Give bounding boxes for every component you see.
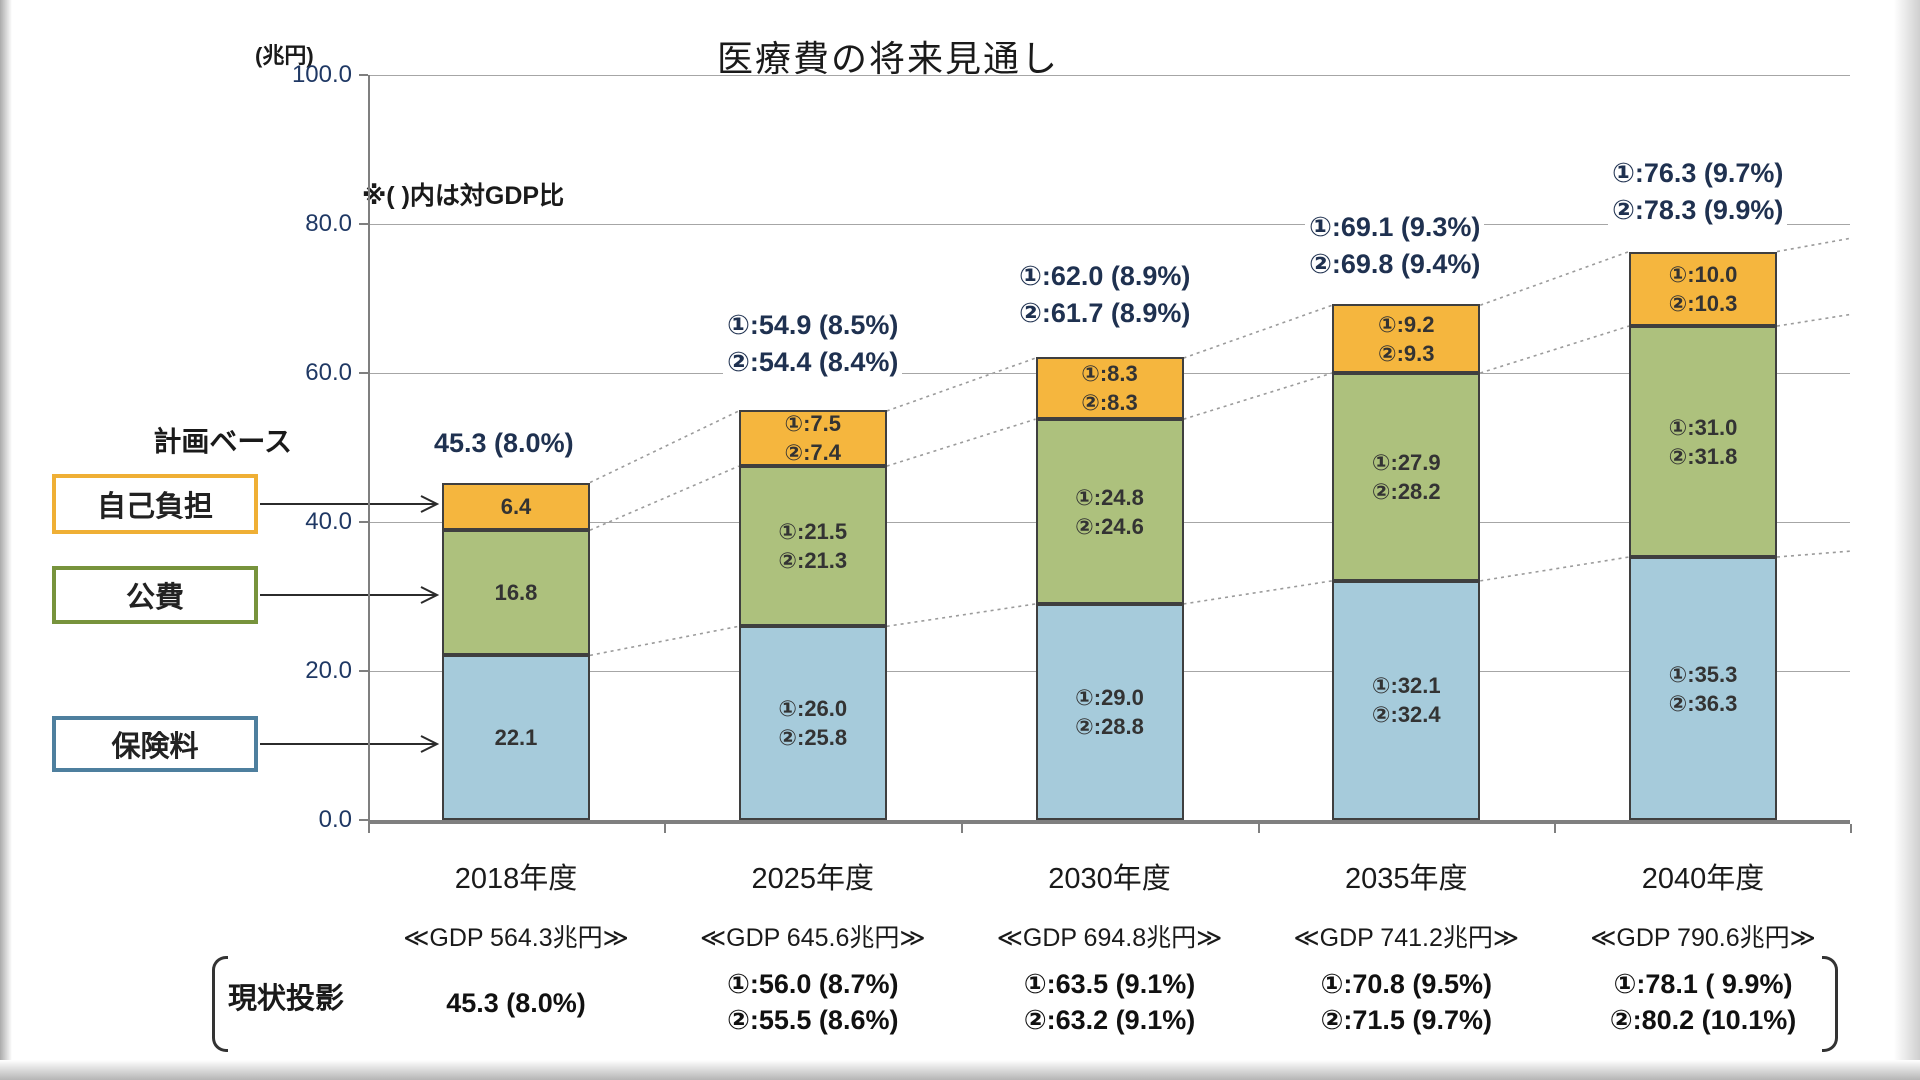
projection-bracket-right <box>1822 956 1838 1052</box>
bar-segment-label-kohi: ①:31.0 ②:31.8 <box>1668 414 1738 469</box>
x-axis-category-label: 2018年度 <box>454 863 578 895</box>
x-axis-tick <box>961 824 963 833</box>
x-axis-line <box>368 820 1850 824</box>
slide-edge-right <box>1894 0 1920 1080</box>
y-axis-tick <box>359 74 368 76</box>
projection-value: ①:78.1 ( 9.9%) ②:80.2 (10.1%) <box>1609 969 1797 1035</box>
x-axis-tick <box>368 824 370 833</box>
bar-segment-jikofutan <box>1629 251 1777 327</box>
projection-value: 45.3 (8.0%) <box>446 988 586 1018</box>
y-axis-tick-label: 60.0 <box>305 359 352 386</box>
y-axis-tick <box>359 670 368 672</box>
bar-segment-kohi <box>442 530 590 656</box>
bar-segment-kohi <box>738 466 887 627</box>
bar-segment-label-hokenryo: ①:35.3 ②:36.3 <box>1668 661 1738 716</box>
legend-item-kohi: 公費 <box>52 566 258 624</box>
slide-edge-left <box>0 0 12 1080</box>
legend-item-jikofutan: 自己負担 <box>52 474 258 534</box>
bar-total-label: ①:54.9 (8.5%) ②:54.4 (8.4%) <box>723 307 903 381</box>
bar-segment-label-jikofutan: 6.4 <box>500 493 532 519</box>
bar-segment-kohi <box>1332 373 1481 581</box>
bar-total-label: 45.3 (8.0%) <box>430 425 578 462</box>
plan-base-series-label: 計画ベース <box>153 426 292 457</box>
y-axis-tick-label: 40.0 <box>305 508 352 535</box>
y-axis-tick-label: 100.0 <box>291 61 352 88</box>
chart-title: 医療費の将来見通し <box>716 38 1060 79</box>
y-axis-tick-label: 0.0 <box>318 806 352 833</box>
x-axis-tick <box>664 824 666 833</box>
gdp-ratio-note: ※( )内は対GDP比 <box>362 182 565 210</box>
gdp-value-label: ≪GDP 790.6兆円≫ <box>1590 924 1816 952</box>
y-axis-tick-label: 20.0 <box>305 657 352 684</box>
slide-edge-bottom <box>0 1060 1920 1080</box>
projection-value: ①:56.0 (8.7%) ②:55.5 (8.6%) <box>727 969 899 1035</box>
bar-segment-kohi <box>1629 326 1777 557</box>
y-axis-line <box>368 75 370 820</box>
bar-segment-kohi <box>1035 419 1184 604</box>
legend-label-jikofutan: 自己負担 <box>96 491 213 523</box>
bar-segment-label-hokenryo: ①:32.1 ②:32.4 <box>1371 673 1441 728</box>
y-axis-unit-label: (兆円) <box>255 43 314 68</box>
y-axis-tick-label: 80.0 <box>305 210 352 237</box>
bar-total-label: ①:76.3 (9.7%) ②:78.3 (9.9%) <box>1608 155 1788 229</box>
projection-bracket-left <box>212 956 228 1052</box>
y-axis-tick <box>359 819 368 821</box>
gridline-100.0 <box>368 75 1850 76</box>
gdp-value-label: ≪GDP 694.8兆円≫ <box>996 924 1223 952</box>
gdp-value-label: ≪GDP 645.6兆円≫ <box>699 924 926 952</box>
bar-segment-label-jikofutan: ①:10.0 ②:10.3 <box>1668 261 1738 316</box>
bar-segment-label-kohi: ①:21.5 ②:21.3 <box>778 519 848 574</box>
y-axis-tick <box>359 372 368 374</box>
bar-segment-label-kohi: ①:24.8 ②:24.6 <box>1075 484 1144 539</box>
bar-segment-hokenryo <box>442 655 590 820</box>
bar-segment-hokenryo <box>1332 580 1481 820</box>
bar-segment-label-hokenryo: ①:29.0 ②:28.8 <box>1075 684 1144 739</box>
bar-segment-label-kohi: 16.8 <box>494 580 538 606</box>
x-axis-category-label: 2040年度 <box>1641 863 1765 895</box>
legend-label-hokenryo: 保険料 <box>111 731 199 763</box>
bar-total-label: ①:62.0 (8.9%) ②:61.7 (8.9%) <box>1015 258 1195 332</box>
legend-label-kohi: 公費 <box>125 582 184 614</box>
x-axis-tick <box>1554 824 1556 833</box>
y-axis-tick <box>359 521 368 523</box>
bar-segment-jikofutan <box>442 482 590 531</box>
bar-segment-hokenryo <box>738 626 887 820</box>
projection-value: ①:70.8 (9.5%) ②:71.5 (9.7%) <box>1320 969 1492 1035</box>
x-axis-category-label: 2030年度 <box>1048 863 1171 895</box>
bar-segment-label-jikofutan: ①:7.5 ②:7.4 <box>784 411 842 466</box>
gdp-value-label: ≪GDP 564.3兆円≫ <box>403 924 629 952</box>
x-axis-category-label: 2035年度 <box>1344 863 1468 895</box>
x-axis-tick <box>1850 824 1852 833</box>
gridline-80.0 <box>368 224 1850 225</box>
bar-segment-label-hokenryo: ①:26.0 ②:25.8 <box>778 696 848 751</box>
gdp-value-label: ≪GDP 741.2兆円≫ <box>1293 924 1520 952</box>
bar-segment-hokenryo <box>1629 557 1777 820</box>
bar-segment-label-kohi: ①:27.9 ②:28.2 <box>1371 449 1441 504</box>
bar-segment-jikofutan <box>1035 357 1184 420</box>
x-axis-category-label: 2025年度 <box>751 863 875 895</box>
bar-segment-label-hokenryo: 22.1 <box>494 725 538 751</box>
bar-segment-jikofutan <box>1332 304 1481 373</box>
y-axis-tick <box>359 223 368 225</box>
bar-total-label: ①:69.1 (9.3%) ②:69.8 (9.4%) <box>1305 209 1485 283</box>
x-axis-tick <box>1258 824 1260 833</box>
legend-item-hokenryo: 保険料 <box>52 716 258 772</box>
bar-segment-label-jikofutan: ①:9.2 ②:9.3 <box>1377 311 1435 366</box>
projection-value: ①:63.5 (9.1%) ②:63.2 (9.1%) <box>1023 969 1196 1035</box>
bar-segment-hokenryo <box>1035 603 1184 820</box>
current-projection-label: 現状投影 <box>228 983 345 1015</box>
bar-segment-jikofutan <box>738 410 887 467</box>
bar-segment-label-jikofutan: ①:8.3 ②:8.3 <box>1081 361 1138 416</box>
